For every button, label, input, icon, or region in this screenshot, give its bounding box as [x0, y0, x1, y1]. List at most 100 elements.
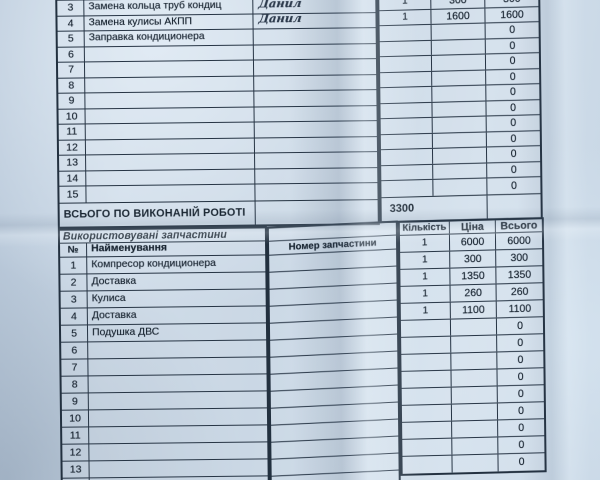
part-row-name: Кулиса	[91, 292, 126, 305]
part-row-name	[89, 442, 267, 460]
parts-table-right-rows: 1 6000 6000 1 300 300 1 1350 1350 1 260 …	[399, 232, 545, 474]
work-row-qty	[379, 40, 432, 57]
work-row-total: 0	[510, 101, 516, 114]
part-row-number: 5	[60, 325, 89, 342]
work-row-executor-cell	[254, 59, 376, 75]
work-row-executor-cell	[254, 44, 376, 60]
work-row-name	[86, 169, 256, 186]
part-row-price	[450, 318, 498, 336]
part-row-number: 3	[60, 291, 88, 308]
parts-table-middle-rows	[269, 249, 399, 480]
work-table-left-section: 3 Замена кольца труб кондиц Данил 4 Заме…	[55, 0, 380, 229]
part-row-price	[451, 386, 498, 404]
work-table: 3 Замена кольца труб кондиц Данил 4 Заме…	[55, 0, 543, 229]
part-row-number: 7	[61, 359, 89, 376]
part-row-total: 0	[518, 456, 525, 469]
part-row-total: 0	[517, 370, 524, 383]
work-row-total: 0	[510, 116, 517, 129]
work-row-qty	[380, 102, 433, 119]
part-row-name: Подушка ДВС	[91, 326, 160, 339]
part-row-number: 13	[62, 461, 90, 478]
work-row-price	[431, 54, 487, 71]
work-total-row: ВСЬОГО ПО ВИКОНАНІЙ РОБОТІ	[59, 198, 378, 227]
part-row-price: 6000	[449, 233, 497, 251]
work-row-price: 300	[431, 0, 486, 9]
work-row-qty	[379, 24, 432, 41]
work-row-executor-cell	[254, 75, 376, 91]
handwritten-executor-name: Данил	[258, 12, 303, 26]
work-row-name	[85, 138, 256, 155]
part-row-name	[89, 374, 267, 392]
part-row-total: 0	[517, 387, 524, 400]
work-row-qty	[380, 117, 433, 134]
part-row-total: 0	[518, 438, 525, 451]
work-row-number: 14	[59, 170, 87, 186]
work-row-number: 3	[57, 0, 85, 16]
work-row-price	[432, 147, 488, 164]
work-table-right-rows: 1 300 300 1 1600 1600 0 0 0 0 0 0	[379, 0, 541, 197]
work-row-number: 8	[58, 77, 86, 93]
work-row-price	[432, 132, 487, 148]
part-row-price: 1100	[450, 301, 497, 319]
work-row-total: 0	[509, 85, 516, 98]
work-row-total: 0	[510, 147, 517, 160]
work-total-spacer	[256, 200, 378, 224]
parts-header-total: Всього	[500, 219, 538, 233]
work-row-total: 1600	[500, 8, 524, 21]
work-row-executor-cell	[254, 90, 376, 106]
part-row-total: 0	[517, 353, 524, 366]
work-row-total: 0	[509, 23, 516, 36]
work-row-executor-cell	[254, 28, 376, 44]
part-row-qty	[402, 421, 453, 439]
part-row-qty	[400, 319, 452, 337]
work-row-name	[86, 153, 256, 170]
part-row-name	[89, 391, 267, 409]
work-row-executor-cell	[255, 121, 377, 137]
work-table-left-rows: 3 Замена кольца труб кондиц Данил 4 Заме…	[57, 0, 378, 203]
part-row-total: 1100	[508, 302, 532, 315]
part-row-qty: 1	[400, 285, 451, 303]
work-row-number: 9	[58, 93, 86, 109]
part-row-price: 260	[450, 284, 497, 302]
part-row-price	[451, 352, 498, 370]
work-total-label: ВСЬОГО ПО ВИКОНАНІЙ РОБОТІ	[59, 201, 256, 227]
part-row-qty	[401, 336, 452, 354]
part-row-number: 6	[61, 342, 89, 359]
part-row-qty	[401, 353, 452, 371]
work-row-number: 6	[57, 46, 85, 62]
part-row-total: 1350	[507, 268, 532, 281]
work-row-qty: 1	[379, 9, 432, 26]
part-row-number: 8	[61, 376, 89, 393]
work-row-name	[85, 122, 255, 139]
part-row-number: 2	[60, 274, 88, 291]
work-row-executor-cell	[255, 183, 377, 200]
part-row-name	[88, 357, 266, 375]
work-row-total: 0	[510, 179, 517, 192]
part-row-number: 9	[61, 393, 89, 410]
parts-table-title: Використовувані запчастини	[62, 228, 227, 243]
part-row-price: 1350	[450, 267, 497, 285]
work-row-number: 10	[58, 108, 86, 124]
work-row-number: 7	[57, 62, 86, 78]
handwritten-executor-name: Данил	[257, 0, 303, 10]
part-row-name: Доставка	[91, 275, 137, 288]
work-row-price	[431, 39, 486, 55]
part-row-name	[89, 459, 267, 477]
part-row-values: 0	[402, 453, 544, 474]
work-row-price: 1600	[431, 8, 486, 24]
part-row-qty	[401, 387, 452, 405]
part-row-total: 300	[510, 251, 529, 264]
part-row-name	[88, 340, 266, 358]
work-row-executor-cell	[254, 106, 376, 122]
part-row-number: 11	[62, 427, 90, 444]
work-row-total: 0	[510, 132, 517, 145]
work-table-right-section: 1 300 300 1 1600 1600 0 0 0 0 0 0	[377, 0, 543, 223]
part-row-qty: 1	[399, 234, 451, 252]
work-row-name: Заправка кондиционера	[84, 29, 254, 46]
work-row-price	[432, 70, 487, 86]
part-row-price	[451, 335, 498, 353]
part-row-total: 6000	[507, 234, 531, 247]
part-row-qty: 1	[400, 302, 451, 320]
work-row-name: Замена кольца труб кондиц	[84, 0, 254, 15]
